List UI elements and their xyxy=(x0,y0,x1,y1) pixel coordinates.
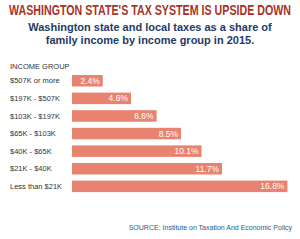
bar xyxy=(72,75,103,87)
category-label: $40K - $65K xyxy=(10,147,52,156)
value-label: 10.1% xyxy=(174,146,199,156)
category-label: $103K - $197K xyxy=(10,112,60,121)
labels: $507K or more 2.4% $197K - $507K 4.6% $103K … xyxy=(10,76,285,192)
bars xyxy=(72,75,287,192)
bar xyxy=(72,110,157,122)
value-label: 16.8% xyxy=(260,181,285,191)
value-label: 6.6% xyxy=(134,111,154,121)
category-label: $65K - $103K xyxy=(10,129,56,138)
category-label: $197K - $507K xyxy=(10,94,60,103)
subtitle: Washington state and local taxes as a sh… xyxy=(18,21,282,47)
title: WASHINGTON STATE'S TAX SYSTEM IS UPSIDE … xyxy=(9,2,291,18)
category-label: $21K - $40K xyxy=(10,164,52,173)
category-label: $507K or more xyxy=(10,76,60,85)
bar xyxy=(72,163,222,175)
bar xyxy=(72,145,202,157)
bar xyxy=(72,128,181,140)
axis-label: INCOME GROUP xyxy=(10,62,70,71)
value-label: 4.6% xyxy=(109,93,129,103)
bar xyxy=(72,181,287,193)
source: SOURCE: Institute on Taxation And Econom… xyxy=(129,224,293,232)
value-label: 11.7% xyxy=(196,164,220,174)
bar xyxy=(72,93,131,105)
value-label: 2.4% xyxy=(80,76,100,86)
value-label: 8.5% xyxy=(159,129,179,139)
chart: WASHINGTON STATE'S TAX SYSTEM IS UPSIDE … xyxy=(0,0,300,239)
category-label: Less than $21K xyxy=(10,182,62,191)
